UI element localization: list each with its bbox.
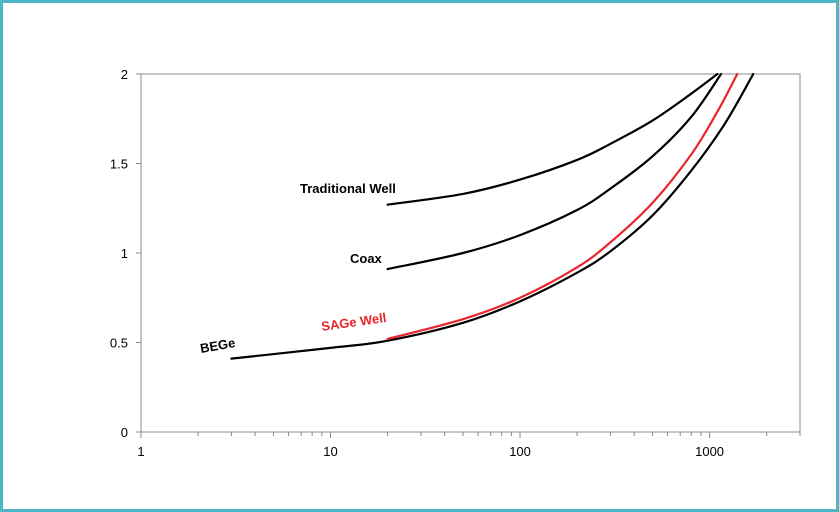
y-tick-label: 1 bbox=[121, 246, 128, 261]
x-tick-label: 100 bbox=[509, 444, 531, 459]
y-tick-label: 2 bbox=[121, 67, 128, 82]
label-bege: BEGe bbox=[199, 335, 236, 356]
label-coax: Coax bbox=[350, 251, 383, 266]
y-tick-label: 0.5 bbox=[110, 336, 128, 351]
series-lines bbox=[230, 72, 755, 360]
plot-area bbox=[140, 73, 801, 433]
y-tick-label: 1.5 bbox=[110, 157, 128, 172]
y-tick-label: 0 bbox=[121, 425, 128, 440]
x-tick-label: 1000 bbox=[695, 444, 724, 459]
label-traditional-well: Traditional Well bbox=[300, 181, 396, 196]
series-line-coax bbox=[386, 72, 723, 271]
series-line-sage-well bbox=[386, 72, 739, 341]
x-axis-ticks: 1 10 100 1000 bbox=[137, 432, 801, 459]
series-line-traditional-well bbox=[386, 72, 719, 206]
x-tick-label: 1 bbox=[137, 444, 144, 459]
y-axis-ticks: 0 0.5 1 1.5 2 bbox=[110, 67, 141, 440]
plot-border bbox=[140, 73, 801, 433]
label-sage-well: SAGe Well bbox=[320, 310, 387, 334]
series-line-bege bbox=[230, 72, 755, 360]
x-tick-label: 10 bbox=[323, 444, 337, 459]
